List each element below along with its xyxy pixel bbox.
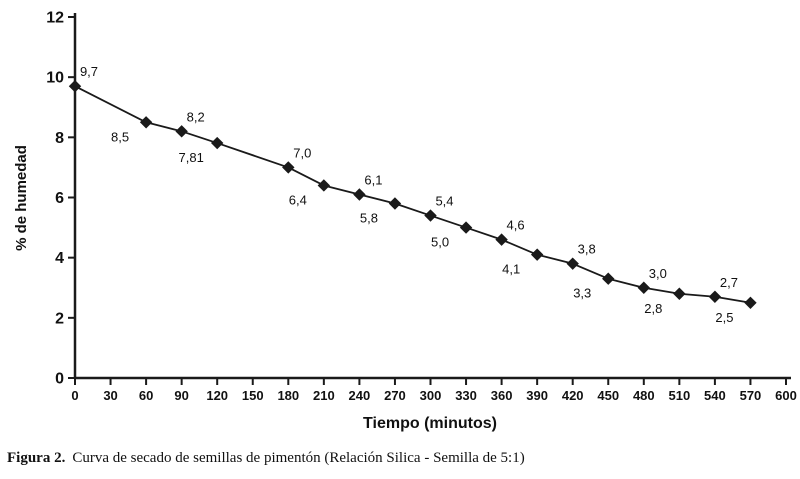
data-point-marker xyxy=(68,79,82,93)
data-point-label: 5,4 xyxy=(435,194,453,209)
data-point-marker xyxy=(317,179,331,192)
x-tick-label: 510 xyxy=(668,388,690,403)
x-tick-label: 30 xyxy=(103,388,117,403)
data-point-marker xyxy=(495,233,508,246)
x-tick-label: 360 xyxy=(491,388,513,403)
data-point-marker xyxy=(388,197,402,210)
y-tick-label: 8 xyxy=(55,130,64,147)
figure-caption-text: Curva de secado de semillas de pimentón … xyxy=(72,450,525,466)
x-tick-label: 270 xyxy=(384,388,406,403)
x-tick-label: 120 xyxy=(206,388,228,403)
data-point-marker xyxy=(602,272,615,285)
x-tick-label: 0 xyxy=(71,388,78,403)
x-tick-label: 210 xyxy=(313,388,335,403)
data-point-label: 4,1 xyxy=(502,262,520,277)
data-point-marker xyxy=(673,287,686,300)
x-tick-label: 180 xyxy=(277,388,299,403)
data-point-label: 2,7 xyxy=(720,275,738,290)
data-point-marker xyxy=(210,136,224,150)
data-point-marker xyxy=(530,248,544,261)
y-tick-label: 6 xyxy=(55,190,64,207)
data-point-label: 3,3 xyxy=(573,286,591,301)
data-point-marker xyxy=(175,125,188,138)
data-point-label: 2,5 xyxy=(715,310,733,325)
x-tick-label: 150 xyxy=(242,388,264,403)
data-point-marker xyxy=(282,161,295,174)
data-point-label: 3,8 xyxy=(578,242,596,257)
x-tick-label: 480 xyxy=(633,388,655,403)
x-tick-label: 240 xyxy=(349,388,371,403)
y-tick-label: 0 xyxy=(55,371,64,388)
data-point-label: 6,4 xyxy=(289,192,307,207)
data-point-label: 2,8 xyxy=(644,301,662,316)
data-point-marker xyxy=(744,296,757,309)
data-point-marker xyxy=(566,257,579,270)
x-tick-label: 390 xyxy=(526,388,548,403)
data-point-label: 5,8 xyxy=(360,211,378,226)
x-tick-label: 570 xyxy=(740,388,762,403)
y-tick-label: 10 xyxy=(46,70,64,87)
data-point-marker xyxy=(637,281,651,294)
x-axis-title: Tiempo (minutos) xyxy=(363,415,497,432)
data-point-marker xyxy=(708,290,722,303)
y-tick-label: 2 xyxy=(55,310,64,327)
x-tick-label: 600 xyxy=(775,388,797,403)
x-tick-label: 330 xyxy=(455,388,477,403)
data-point-label: 9,7 xyxy=(80,64,98,79)
data-point-label: 8,2 xyxy=(187,109,205,124)
x-tick-label: 540 xyxy=(704,388,726,403)
y-axis-title: % de humedad xyxy=(13,145,30,251)
x-tick-label: 420 xyxy=(562,388,584,403)
y-tick-label: 12 xyxy=(46,10,64,27)
data-line xyxy=(74,85,751,304)
x-tick-label: 90 xyxy=(174,388,188,403)
data-point-label: 7,0 xyxy=(293,145,311,160)
data-point-label: 3,0 xyxy=(649,266,667,281)
data-point-label: 6,1 xyxy=(364,172,382,187)
data-point-marker xyxy=(459,221,473,234)
data-point-marker xyxy=(424,209,437,222)
data-point-label: 7,81 xyxy=(179,150,204,165)
data-point-label: 4,6 xyxy=(507,218,525,233)
figure-caption: Figura 2. Curva de secado de semillas de … xyxy=(7,450,793,467)
data-point-label: 5,0 xyxy=(431,235,449,250)
drying-curve-chart: 0 2 4 6 8 10 12 0 30 60 90 120 150 180 210 240 270 300 330… xyxy=(13,10,797,433)
x-tick-label: 450 xyxy=(597,388,619,403)
figure-caption-label: Figura 2. xyxy=(7,450,66,466)
x-tick-label: 60 xyxy=(139,388,153,403)
y-tick-label: 4 xyxy=(55,250,64,267)
data-point-marker xyxy=(139,116,153,129)
data-point-marker xyxy=(353,188,366,201)
x-tick-label: 300 xyxy=(420,388,442,403)
data-point-label: 8,5 xyxy=(111,129,129,144)
